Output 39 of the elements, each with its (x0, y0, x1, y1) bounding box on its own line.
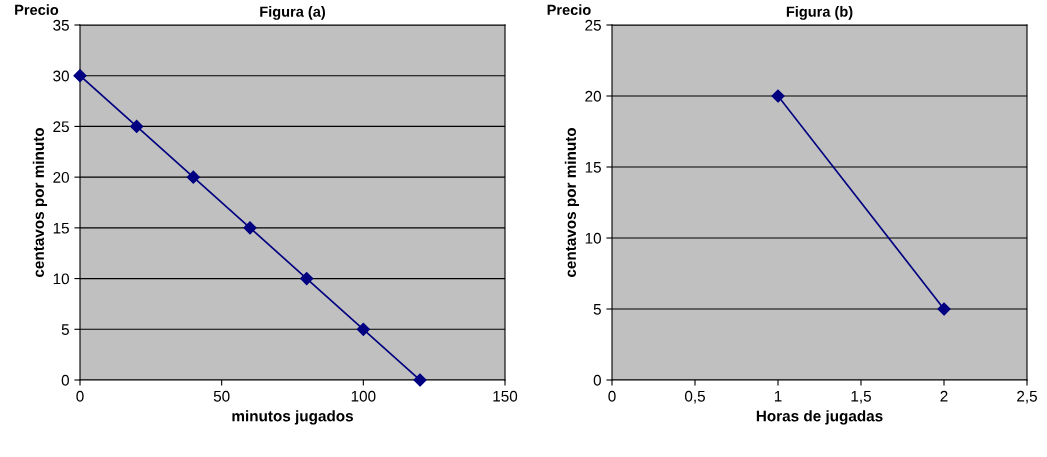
y-tick-label: 25 (53, 121, 69, 133)
y-tick-label: 35 (53, 19, 69, 31)
point (300, 271, 314, 286)
x-tick-label: 2 (940, 390, 948, 402)
x-tick-label: 1,5 (851, 390, 871, 404)
y-axis-title: centavos por minuto (564, 127, 580, 278)
point (243, 221, 257, 235)
x-tick-label: 150 (493, 390, 518, 402)
text: Precio (547, 4, 591, 16)
y-tick-label: 30 (53, 70, 69, 82)
y-tick-label: 15 (53, 222, 69, 234)
y-tick-label: 10 (53, 273, 69, 285)
point (130, 119, 144, 134)
point (186, 170, 200, 184)
x-tick-label: 2,5 (1017, 390, 1037, 404)
point (73, 69, 87, 83)
x-axis-title: Horas de jugadas (756, 410, 883, 425)
x-tick-label: 0 (76, 390, 84, 402)
y-tick-label: 20 (53, 172, 69, 183)
y-axis-title: centavos por minuto (32, 127, 48, 278)
y-tick-label: 20 (585, 90, 601, 102)
y-tick-label: 0 (61, 374, 69, 386)
point (413, 373, 427, 387)
y-tick-label: 10 (585, 232, 601, 244)
point (356, 322, 370, 336)
y-tick-label: 5 (593, 304, 601, 315)
text: Precio (15, 4, 59, 16)
x-tick-label: 0 (608, 390, 616, 402)
y-tick-label: 15 (585, 162, 601, 173)
x-tick-label: 50 (213, 390, 230, 402)
x-tick-label: 0,5 (684, 390, 705, 404)
y-tick-label: 25 (585, 19, 601, 31)
x-tick-label: 1 (774, 390, 782, 402)
y-tick-label: 0 (593, 374, 601, 386)
x-tick-label: 100 (351, 390, 376, 402)
x-axis-title: minutos jugados (232, 410, 353, 425)
y-tick-label: 5 (61, 324, 69, 335)
chart-title: Figura (b) (786, 6, 853, 20)
chart-title: Figura (a) (260, 6, 325, 20)
